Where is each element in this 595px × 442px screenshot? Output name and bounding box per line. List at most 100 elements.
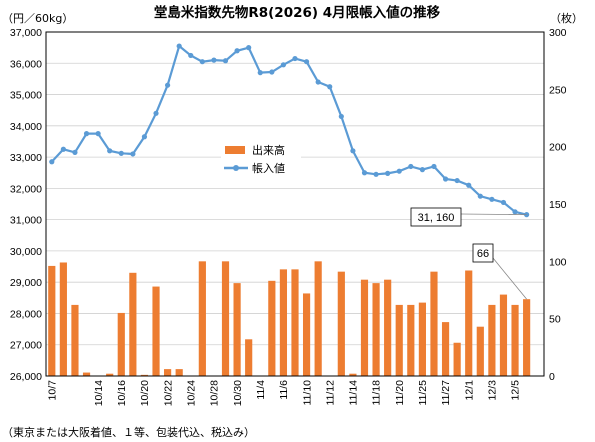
price-point [512,209,518,215]
price-point [315,79,321,85]
volume-bars [48,261,531,376]
callout-price-box [410,207,462,227]
x-tick-label: 11/20 [394,380,406,406]
price-point [373,171,379,177]
x-tick-label: 11/18 [371,380,383,406]
callout-price-label: 31, 160 [418,212,455,224]
volume-bar [314,261,322,376]
price-point [72,149,78,155]
volume-bar [82,372,91,376]
y-left-tick-label: 32,000 [10,183,42,195]
price-point [396,168,402,174]
price-series-line [50,44,527,216]
y-left-tick-label: 30,000 [10,246,42,258]
volume-bar [129,272,137,376]
price-point [269,69,275,75]
x-tick-label: 11/27 [440,380,452,406]
price-point [419,167,425,173]
volume-bar [418,302,426,376]
volume-bar [430,271,438,376]
volume-bar [372,283,380,376]
x-tick-label: 10/20 [139,380,151,406]
price-point [118,150,124,156]
legend-box [221,138,301,178]
y-left-tick-label: 27,000 [10,340,42,352]
legend-label-price: 帳入値 [252,161,285,175]
y-left-tick-label: 37,000 [10,27,42,39]
x-tick-label: 12/1 [463,380,475,401]
y-right-tick-label: 300 [549,27,567,39]
price-point [303,59,310,65]
price-point [385,170,391,176]
legend-swatch-volume [225,146,245,154]
volume-bar [198,261,206,376]
volume-bar [360,279,369,376]
y-right-tick-label: 250 [549,84,567,96]
y-left-tick-label: 29,000 [10,277,42,289]
footnote: （東京または大阪着値、１等、包装代込、税込み） [2,425,255,439]
volume-bar [48,265,56,376]
volume-bar [453,342,461,376]
x-tick-label: 11/10 [301,380,313,406]
volume-bar [268,280,276,376]
price-point [292,55,298,62]
price-point [257,70,263,76]
y-left-tick-label: 34,000 [10,121,42,133]
price-point [327,84,333,90]
price-point [442,176,449,182]
y-right-tick-label: 200 [549,142,567,154]
price-point [466,182,472,188]
x-tick-label: 11/25 [417,380,429,406]
callout-volume-label: 66 [477,248,489,260]
y-left-tick-label: 36,000 [10,58,42,70]
price-point [431,163,437,170]
callout-volume-box [472,243,494,263]
legend-marker-price [233,165,239,171]
price-point [500,199,507,206]
y-left-axis-label: （円／60kg） [2,12,73,25]
x-tick-label: 10/24 [185,380,197,406]
price-point [107,148,113,154]
chart-title: 堂島米指数先物R8(2026) 4月限帳入値の推移 [154,4,441,21]
price-line [49,43,530,218]
volume-bar [488,304,496,376]
volume-bar [164,369,172,376]
price-point [199,59,205,65]
price-point [222,58,229,64]
y-right-tick-label: 0 [549,371,555,383]
volume-bar [245,339,253,376]
plot-area-border [45,31,545,377]
x-tick-label: 11/6 [278,380,290,400]
price-point [338,113,344,120]
price-point [489,196,495,202]
price-point [49,159,55,165]
volume-bar [441,322,450,376]
y-right-axis-label: （枚） [550,11,583,25]
price-point [361,170,368,176]
price-point [130,151,136,157]
y-right-tick-label: 150 [549,199,567,211]
volume-bar [499,294,508,376]
price-point [408,163,414,170]
price-point [477,193,483,199]
volume-bar [476,326,484,376]
x-tick-label: 12/3 [487,380,499,401]
y-right-tick-label: 50 [549,314,561,326]
y-left-tick-label: 26,000 [10,371,42,383]
volume-bar [279,269,288,376]
x-tick-label: 11/12 [324,380,336,406]
price-point [234,48,240,54]
x-tick-label: 10/16 [116,380,128,406]
x-tick-label: 10/14 [93,380,105,406]
y-left-tick-label: 35,000 [10,90,42,102]
volume-bar [302,293,311,376]
price-point [83,131,90,137]
price-point [60,146,66,152]
volume-bar [395,304,403,376]
volume-bar [221,261,230,376]
volume-bar [465,270,473,376]
volume-bar [140,374,149,376]
price-point [165,82,171,88]
x-tick-label: 10/28 [209,380,221,406]
